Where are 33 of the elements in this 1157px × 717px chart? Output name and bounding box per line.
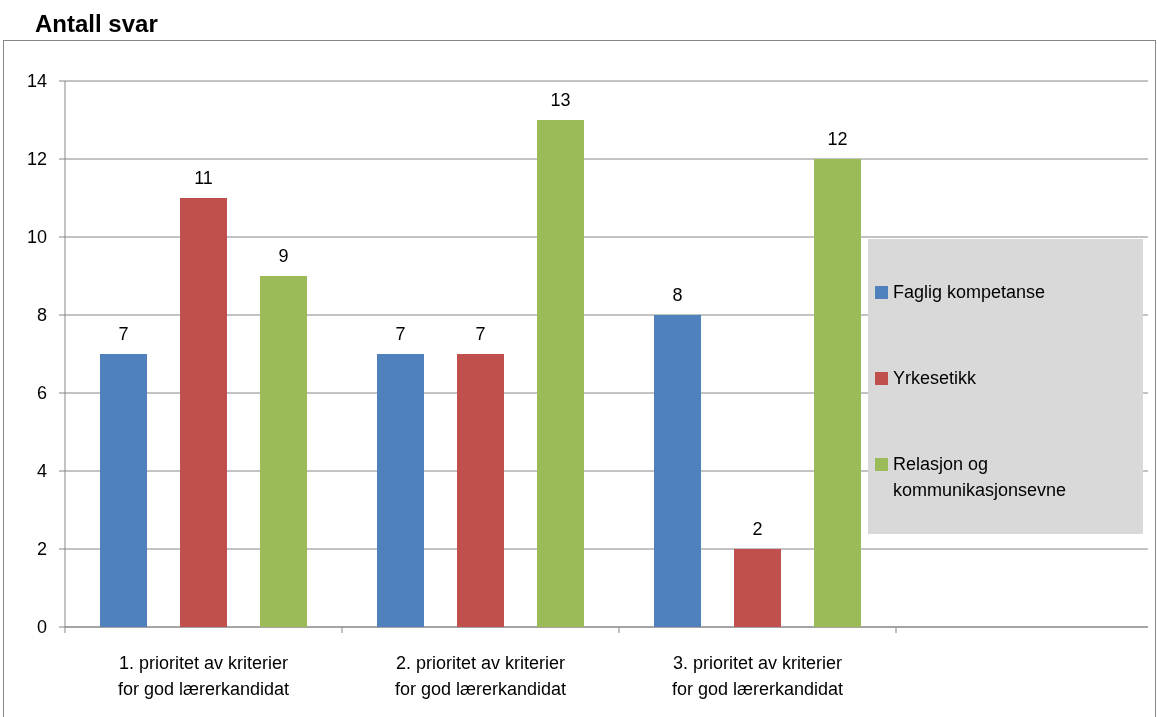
bar xyxy=(734,549,781,627)
x-tick-label: 2. prioritet av kriterier for god lærerkandidat xyxy=(394,653,567,699)
bar xyxy=(260,276,307,627)
data-label: 7 xyxy=(118,324,129,344)
y-tick-label: 4 xyxy=(36,461,47,481)
data-label: 8 xyxy=(672,285,683,305)
y-tick-label: 14 xyxy=(26,71,47,91)
data-label: 7 xyxy=(395,324,406,344)
legend-label: Relasjon og kommunikasjonsevne xyxy=(893,454,1067,500)
bar xyxy=(654,315,701,627)
chart-title: Antall svar xyxy=(35,10,158,37)
data-label: 11 xyxy=(194,168,213,188)
y-tick-label: 10 xyxy=(26,227,47,247)
data-label: 7 xyxy=(475,324,486,344)
data-label: 2 xyxy=(752,519,763,539)
data-label: 9 xyxy=(278,246,289,266)
legend-label: Yrkesetikk xyxy=(893,368,978,388)
bar xyxy=(180,198,227,627)
data-label: 12 xyxy=(827,129,848,149)
y-tick-label: 12 xyxy=(26,149,47,169)
bar xyxy=(814,159,861,627)
y-tick-label: 0 xyxy=(36,617,47,637)
y-tick-label: 8 xyxy=(36,305,47,325)
data-label: 13 xyxy=(550,90,571,110)
bar xyxy=(537,120,584,627)
y-tick-label: 6 xyxy=(36,383,47,403)
x-tick-label: 1. prioritet av kriterier for god lærerkandidat xyxy=(117,653,290,699)
bar xyxy=(377,354,424,627)
x-tick-label: 3. prioritet av kriterier for god lærerkandidat xyxy=(671,653,844,699)
bar xyxy=(457,354,504,627)
legend-label: Faglig kompetanse xyxy=(893,282,1046,302)
bar xyxy=(100,354,147,627)
y-tick-label: 2 xyxy=(36,539,47,559)
